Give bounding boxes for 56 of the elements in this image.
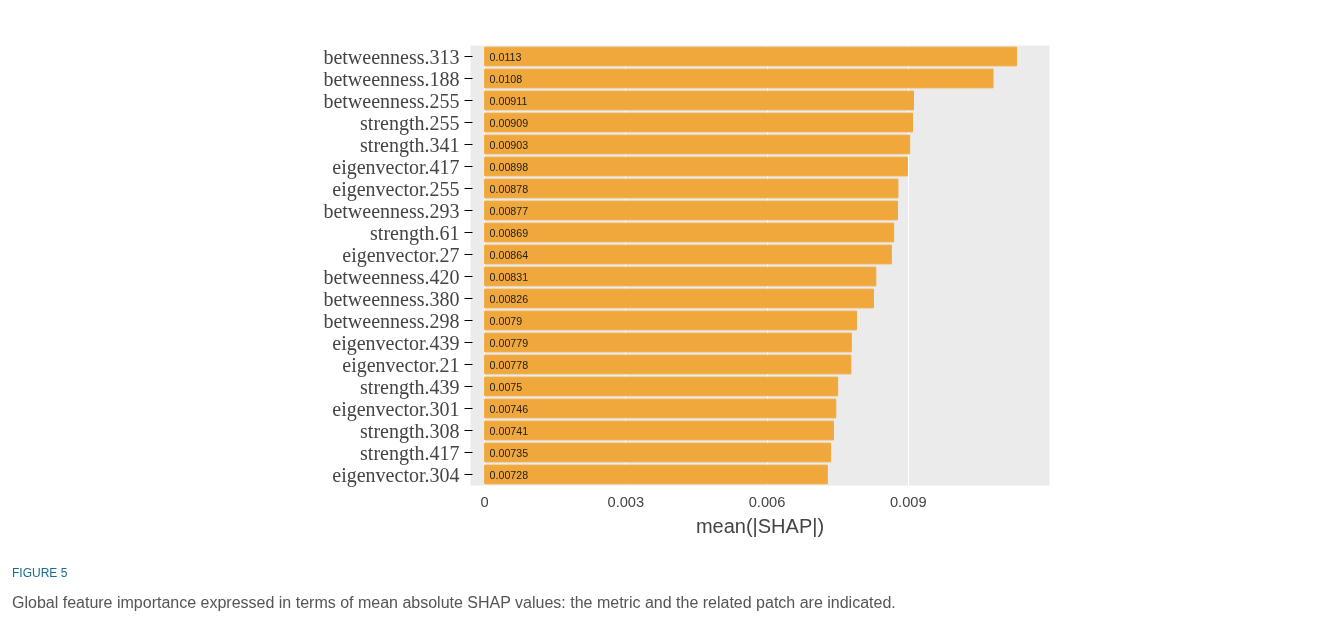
y-tick-label: strength.308 [360,419,460,443]
bar [484,420,834,441]
y-tick-label: eigenvector.439 [332,331,460,355]
bar [484,398,837,419]
y-tick-label: betweenness.255 [323,89,460,112]
x-tick-label: 0 [480,493,489,510]
bar [484,46,1018,67]
data-label: 0.00864 [489,248,529,261]
data-label: 0.00909 [489,116,529,129]
caption: FIGURE 5 [12,565,68,582]
bar [484,222,895,243]
y-tick-label: betweenness.313 [323,45,460,68]
data-label: 0.0079 [489,314,523,327]
data-label: 0.00746 [489,402,529,415]
data-label: 0.00826 [489,292,529,305]
x-tick-label: 0.009 [889,493,927,510]
text: Global feature importance expressed in terms of mean absolute SHAP values: the metric and the related patch are indicated. [12,593,896,614]
data-label: 0.00903 [489,138,529,151]
bar [484,178,899,199]
bar [484,200,898,221]
y-tick-label: strength.255 [360,111,460,135]
bar [484,244,892,265]
data-label: 0.00869 [489,226,529,239]
y-tick-label: betweenness.380 [323,287,460,310]
y-tick-label: strength.61 [370,221,460,245]
data-label: 0.00877 [489,204,529,217]
bar [484,376,839,397]
data-label: 0.00741 [489,424,529,437]
bar [484,68,994,89]
data-label: 0.00878 [489,182,529,195]
bar [484,354,852,375]
y-tick-label: betweenness.298 [323,309,460,332]
bar [484,310,857,331]
bar [484,288,874,309]
bar [484,112,914,133]
x-tick-label: 0.006 [748,493,786,510]
data-label: 0.00911 [489,94,528,107]
bar [484,266,877,287]
x-axis-title: mean(|SHAP|) [695,514,825,537]
data-label: 0.0108 [489,72,523,85]
bar [484,332,852,353]
data-label: 0.00898 [489,160,529,173]
data-label: 0.00778 [489,358,529,371]
bar [484,134,911,155]
bar [484,442,832,463]
data-label: 0.00779 [489,336,529,349]
x-tick-label: 0.003 [607,493,645,510]
data-label: 0.00735 [489,446,529,459]
bar [484,156,908,177]
y-tick-label: betweenness.188 [323,67,460,90]
data-label: 0.00831 [489,270,529,283]
bar [484,90,914,111]
data-label: 0.0113 [489,50,522,63]
data-label: 0.00728 [489,468,529,481]
data-label: 0.0075 [489,380,523,393]
bar [484,464,828,485]
